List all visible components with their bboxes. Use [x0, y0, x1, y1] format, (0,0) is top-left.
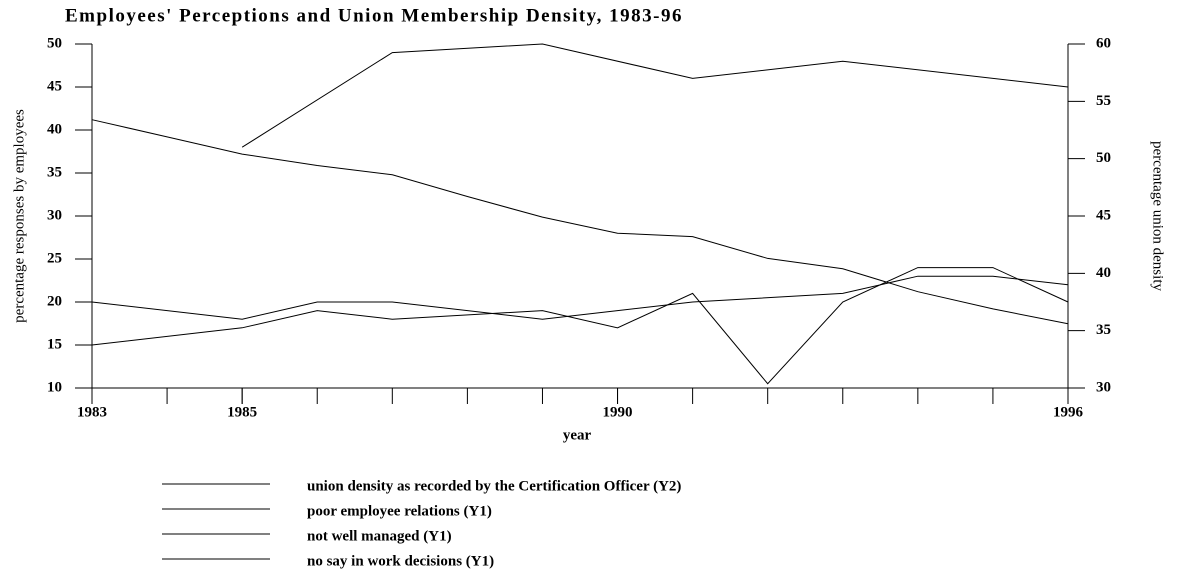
y-tick-label: 20	[47, 293, 62, 309]
legend-label: no say in work decisions (Y1)	[307, 553, 494, 569]
y2-tick-label: 40	[1096, 265, 1111, 281]
y-tick-label: 35	[47, 164, 62, 180]
y2-tick-label: 60	[1096, 35, 1111, 51]
y2-tick-label: 55	[1096, 93, 1111, 109]
y-tick-label: 50	[47, 35, 62, 51]
series-line	[91, 119, 1069, 325]
series-line	[91, 275, 1069, 320]
x-axis-label: year	[563, 427, 592, 443]
legend-label: poor employee relations (Y1)	[307, 503, 492, 519]
series-line	[241, 43, 1069, 148]
y-tick-label: 10	[47, 379, 62, 395]
y2-tick-label: 50	[1096, 150, 1111, 166]
x-tick-label: 1985	[227, 404, 257, 420]
y-tick-label: 40	[47, 121, 62, 137]
y-tick-label: 25	[47, 250, 62, 266]
chart-title: Employees' Perceptions and Union Members…	[65, 5, 683, 26]
y2-tick-label: 45	[1096, 207, 1111, 223]
y2-axis-label: percentage union density	[1150, 141, 1166, 291]
y2-tick-label: 35	[1096, 322, 1111, 338]
legend-label: not well managed (Y1)	[307, 528, 452, 544]
y-tick-label: 30	[47, 207, 62, 223]
y2-tick-label: 30	[1096, 379, 1111, 395]
y-tick-label: 15	[47, 336, 62, 352]
x-tick-label: 1990	[603, 404, 633, 420]
y-tick-label: 45	[47, 78, 62, 94]
y-axis-label: percentage responses by employees	[11, 109, 27, 323]
x-tick-label: 1983	[77, 404, 107, 420]
x-tick-label: 1996	[1053, 404, 1084, 420]
legend-label: union density as recorded by the Certifi…	[307, 478, 681, 494]
series-line	[91, 267, 1069, 385]
